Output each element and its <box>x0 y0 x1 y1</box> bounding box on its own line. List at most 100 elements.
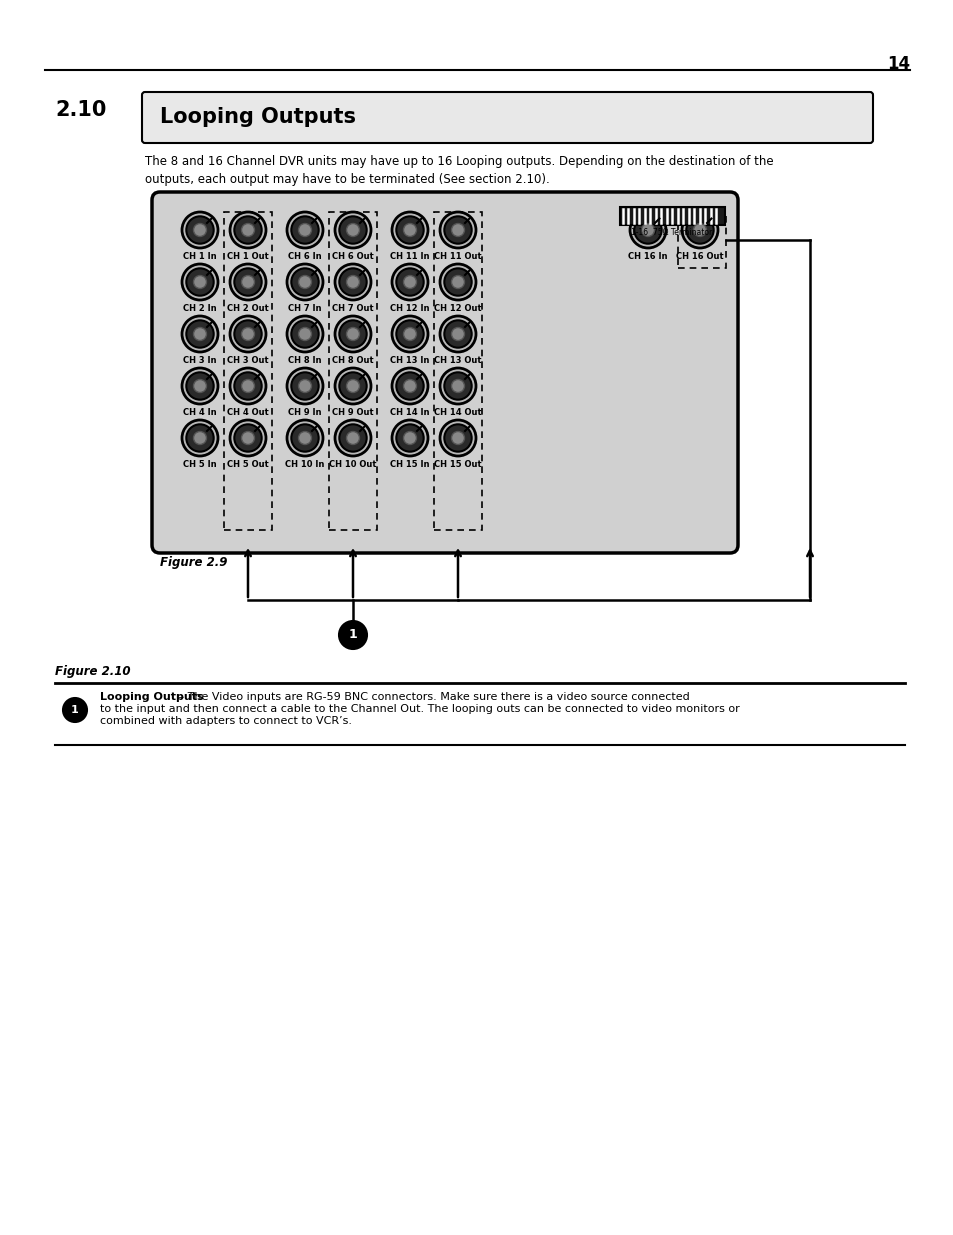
Text: CH 7 Out: CH 7 Out <box>332 304 374 312</box>
Text: 1: 1 <box>71 705 79 715</box>
Circle shape <box>346 327 359 341</box>
Text: CH 6 Out: CH 6 Out <box>332 252 374 261</box>
Circle shape <box>291 320 318 348</box>
Text: CH 6 In: CH 6 In <box>288 252 321 261</box>
Text: Looping Outputs: Looping Outputs <box>100 692 203 701</box>
Text: CH 7 In: CH 7 In <box>288 304 321 312</box>
Text: 14: 14 <box>886 56 909 73</box>
Circle shape <box>335 420 371 456</box>
Circle shape <box>193 327 206 341</box>
Circle shape <box>193 379 206 393</box>
Circle shape <box>234 320 261 348</box>
Text: 1-16  75Ω Terminator: 1-16 75Ω Terminator <box>631 228 712 237</box>
Circle shape <box>287 264 323 300</box>
Circle shape <box>186 216 213 243</box>
Circle shape <box>186 372 213 400</box>
Circle shape <box>392 368 428 404</box>
Circle shape <box>241 275 254 289</box>
Circle shape <box>629 212 665 248</box>
Circle shape <box>241 431 254 445</box>
Circle shape <box>395 268 423 295</box>
Circle shape <box>186 425 213 452</box>
Circle shape <box>339 268 366 295</box>
Circle shape <box>335 264 371 300</box>
Circle shape <box>338 621 367 650</box>
Bar <box>329 212 376 530</box>
Circle shape <box>335 212 371 248</box>
Circle shape <box>346 224 359 236</box>
Text: CH 1 Out: CH 1 Out <box>227 252 269 261</box>
Text: to the input and then connect a cable to the Channel Out. The looping outs can b: to the input and then connect a cable to… <box>100 704 739 714</box>
Text: 2.10: 2.10 <box>55 100 107 120</box>
Circle shape <box>403 379 416 393</box>
Text: CH 1 In: CH 1 In <box>183 252 216 261</box>
Text: CH 3 Out: CH 3 Out <box>227 356 269 366</box>
Circle shape <box>298 379 311 393</box>
Bar <box>434 212 481 530</box>
Circle shape <box>451 327 464 341</box>
Text: Looping Outputs: Looping Outputs <box>160 107 355 127</box>
Text: CH 5 Out: CH 5 Out <box>227 459 269 469</box>
Circle shape <box>403 224 416 236</box>
Circle shape <box>234 372 261 400</box>
Circle shape <box>230 420 266 456</box>
Text: CH 13 In: CH 13 In <box>390 356 429 366</box>
Circle shape <box>234 216 261 243</box>
Circle shape <box>182 264 218 300</box>
Circle shape <box>287 316 323 352</box>
FancyBboxPatch shape <box>152 191 738 553</box>
Circle shape <box>403 275 416 289</box>
Text: CH 13 Out: CH 13 Out <box>434 356 481 366</box>
Circle shape <box>234 268 261 295</box>
Circle shape <box>182 316 218 352</box>
Bar <box>619 207 724 225</box>
Text: CH 8 Out: CH 8 Out <box>332 356 374 366</box>
Circle shape <box>291 425 318 452</box>
Circle shape <box>444 268 471 295</box>
Circle shape <box>392 212 428 248</box>
Text: CH 12 In: CH 12 In <box>390 304 429 312</box>
Circle shape <box>346 379 359 393</box>
FancyBboxPatch shape <box>142 91 872 143</box>
Circle shape <box>395 320 423 348</box>
Text: CH 8 In: CH 8 In <box>288 356 321 366</box>
Circle shape <box>298 224 311 236</box>
Text: The 8 and 16 Channel DVR units may have up to 16 Looping outputs. Depending on t: The 8 and 16 Channel DVR units may have … <box>145 156 773 186</box>
Circle shape <box>193 431 206 445</box>
Circle shape <box>193 275 206 289</box>
Bar <box>224 212 272 530</box>
Circle shape <box>693 224 706 236</box>
Circle shape <box>451 431 464 445</box>
Circle shape <box>234 425 261 452</box>
Circle shape <box>186 320 213 348</box>
Circle shape <box>439 212 476 248</box>
Circle shape <box>444 425 471 452</box>
Circle shape <box>335 316 371 352</box>
Circle shape <box>403 327 416 341</box>
Circle shape <box>287 420 323 456</box>
Circle shape <box>230 316 266 352</box>
Circle shape <box>241 224 254 236</box>
Text: CH 2 In: CH 2 In <box>183 304 216 312</box>
Text: CH 15 Out: CH 15 Out <box>434 459 481 469</box>
Circle shape <box>681 212 718 248</box>
Text: CH 4 Out: CH 4 Out <box>227 408 269 417</box>
Text: CH 11 In: CH 11 In <box>390 252 429 261</box>
Text: CH 5 In: CH 5 In <box>183 459 216 469</box>
Circle shape <box>339 216 366 243</box>
Text: CH 9 Out: CH 9 Out <box>332 408 374 417</box>
Text: combined with adapters to connect to VCR’s.: combined with adapters to connect to VCR… <box>100 716 352 726</box>
Circle shape <box>634 216 661 243</box>
Circle shape <box>346 275 359 289</box>
Circle shape <box>186 268 213 295</box>
Circle shape <box>241 327 254 341</box>
Text: CH 9 In: CH 9 In <box>288 408 321 417</box>
Circle shape <box>230 368 266 404</box>
Circle shape <box>403 431 416 445</box>
Circle shape <box>182 368 218 404</box>
Circle shape <box>63 698 87 722</box>
Text: Figure 2.10: Figure 2.10 <box>55 664 131 678</box>
Circle shape <box>395 372 423 400</box>
Circle shape <box>287 212 323 248</box>
Circle shape <box>444 216 471 243</box>
